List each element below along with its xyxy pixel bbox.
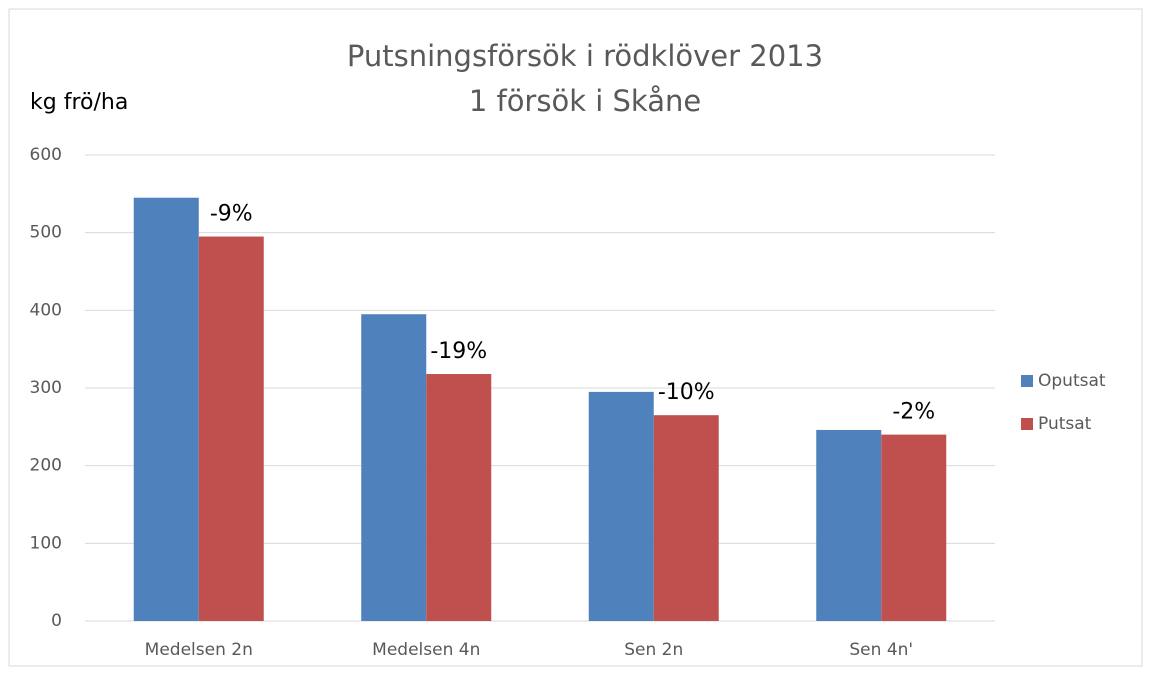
legend-label: Oputsat (1038, 371, 1106, 391)
chart-subtitle: 1 försök i Skåne (469, 84, 701, 118)
annotation: -10% (658, 380, 715, 405)
x-tick-label: Medelsen 2n (145, 640, 253, 660)
legend-label: Putsat (1038, 414, 1092, 434)
y-tick-label: 0 (51, 611, 62, 631)
legend-swatch (1021, 375, 1033, 387)
y-tick-label: 400 (30, 300, 62, 320)
bar (361, 314, 427, 621)
bar (881, 434, 947, 621)
chart-title: Putsningsförsök i rödklöver 2013 (347, 39, 823, 73)
bar (588, 391, 654, 621)
bar (426, 374, 492, 621)
y-tick-label: 300 (30, 378, 62, 398)
bar (653, 415, 719, 621)
legend-swatch (1021, 418, 1033, 430)
x-tick-label: Sen 2n (624, 640, 683, 660)
y-axis-label: kg frö/ha (30, 90, 128, 115)
y-tick-label: 600 (30, 145, 62, 165)
x-tick-label: Sen 4n' (849, 640, 913, 660)
y-tick-label: 100 (30, 533, 62, 553)
y-tick-label: 500 (30, 223, 62, 243)
annotation: -2% (892, 400, 935, 425)
y-tick-label: 200 (30, 456, 62, 476)
bar (198, 236, 264, 622)
annotation: -9% (210, 202, 253, 227)
bar (133, 197, 199, 621)
annotation: -19% (430, 339, 487, 364)
bar (816, 429, 882, 621)
x-tick-label: Medelsen 4n (372, 640, 480, 660)
